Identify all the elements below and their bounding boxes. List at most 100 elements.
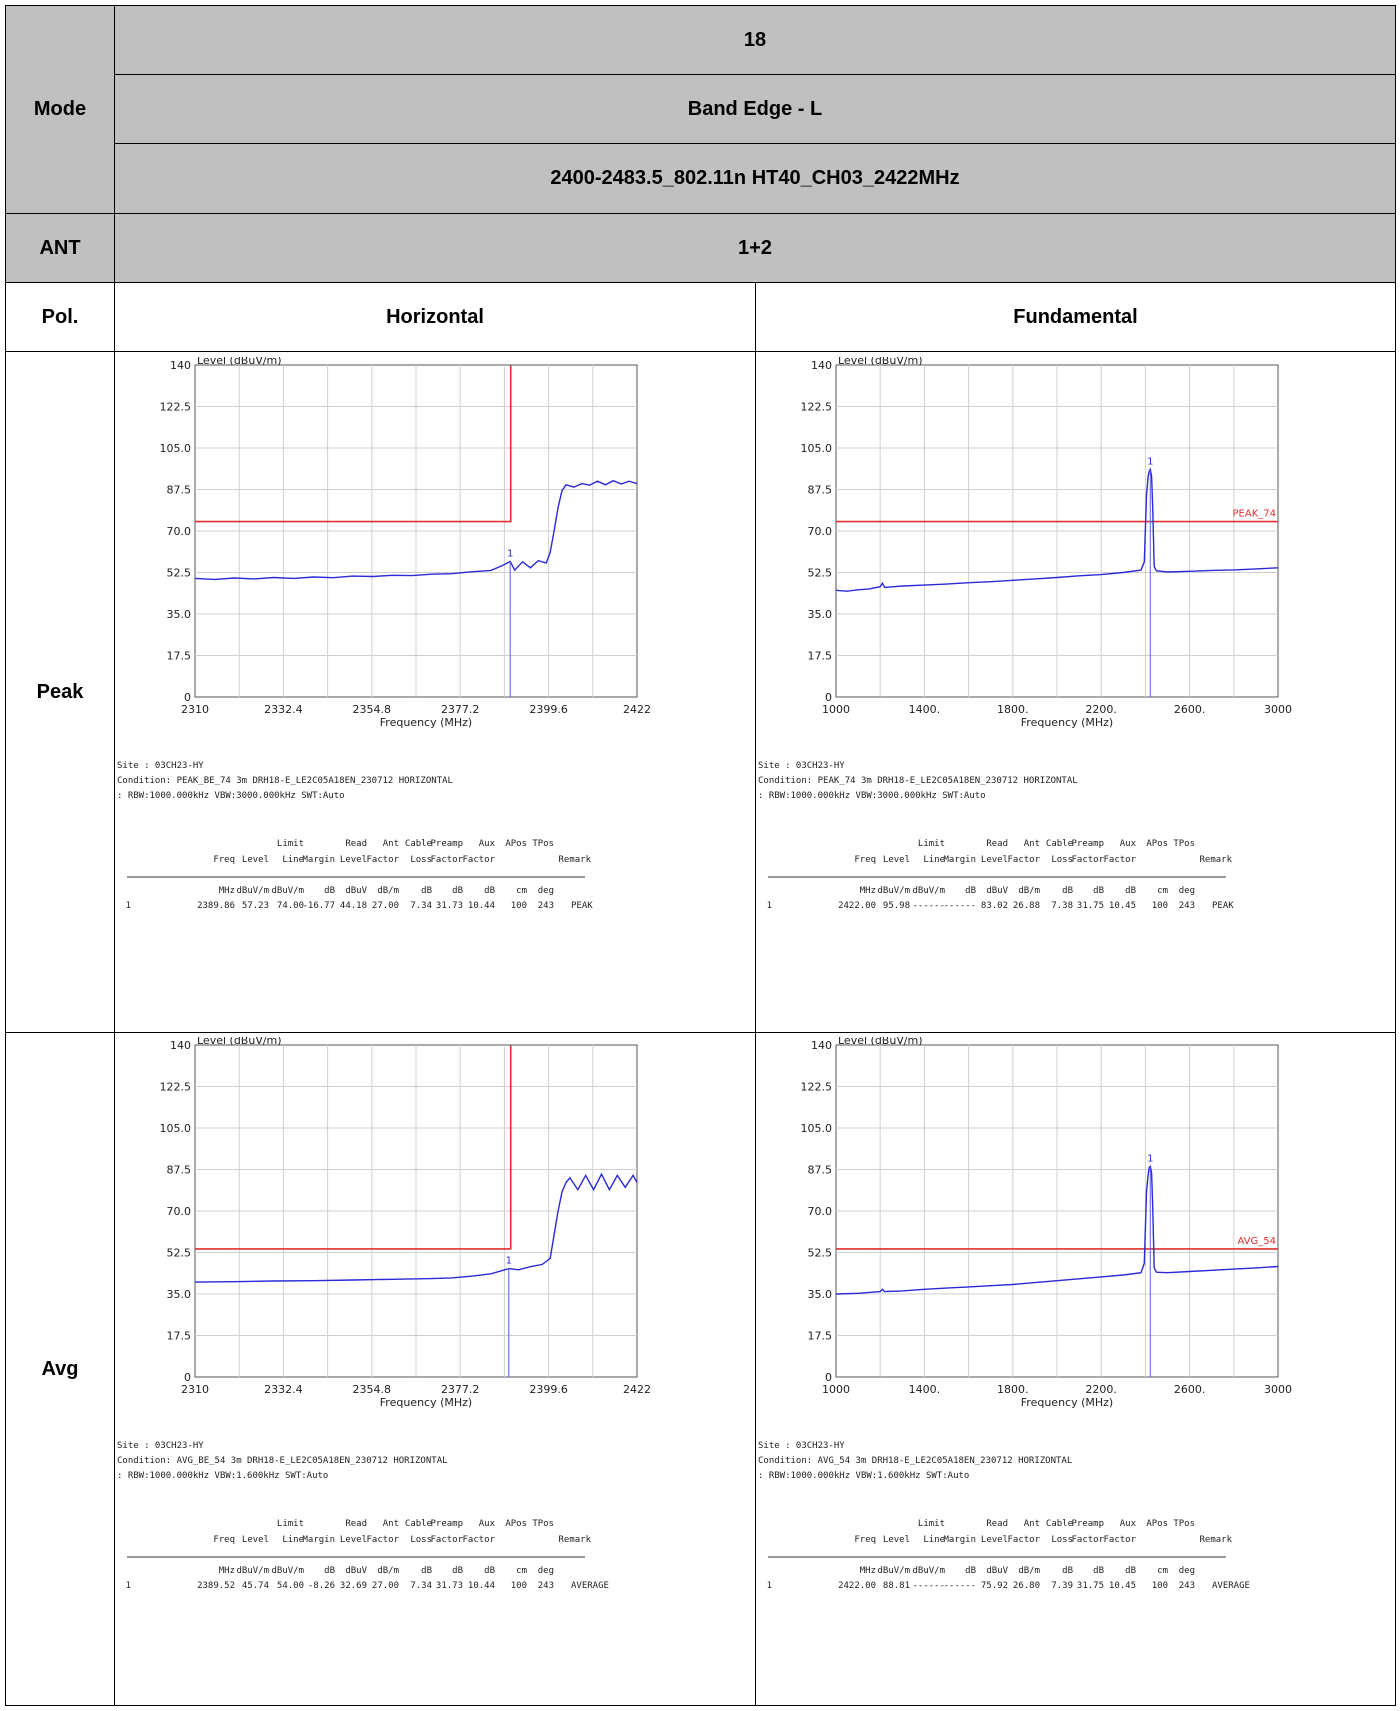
table-unit: dB (452, 886, 463, 896)
y-tick-label: 105.0 (801, 442, 833, 455)
x-tick-label: 2600. (1174, 703, 1206, 716)
table-header-2: Remark (1199, 855, 1232, 865)
x-tick-label: 2399.6 (529, 1383, 568, 1396)
site-text: Site : 03CH23-HY (758, 761, 845, 771)
table-header-1: TPos (1173, 839, 1195, 849)
table-cell: 7.39 (1051, 1581, 1073, 1591)
limit-label: AVG_54 (1237, 1236, 1276, 1247)
x-tick-label: 2200. (1085, 703, 1117, 716)
y-tick-label: 17.5 (167, 650, 192, 663)
table-header-1: TPos (1173, 1519, 1195, 1529)
y-axis-label: Level (dBuV/m) (838, 1037, 923, 1047)
x-tick-label: 1000 (822, 703, 850, 716)
table-cell: 26.80 (1013, 1581, 1040, 1591)
table-cell: 44.18 (340, 901, 367, 911)
ant-label: ANT (39, 236, 81, 259)
table-unit: MHz (860, 1566, 876, 1576)
table-header-2: Remark (558, 1535, 591, 1545)
table-header-1: Ant (383, 1519, 399, 1529)
table-unit: dBuV/m (877, 886, 910, 896)
table-unit: deg (1179, 1566, 1195, 1576)
table-cell: 31.75 (1077, 901, 1104, 911)
table-unit: dBuV/m (271, 886, 304, 896)
table-unit: dB (965, 886, 976, 896)
y-tick-label: 0 (184, 1371, 191, 1384)
peak-horizontal-panel: 0 17.5 35.0 52.5 70.0 87.5 105.0 122.5 140 2310 23… (117, 357, 751, 1027)
table-unit: dB (452, 1566, 463, 1576)
chart-svg: 0 17.5 35.0 52.5 70.0 87.5 105.0 122.5 140 1000 14… (758, 1037, 1292, 1591)
table-header-2: Factor (1007, 1535, 1040, 1545)
y-tick-label: 70.0 (808, 525, 833, 538)
table-header-1: APos (505, 1519, 527, 1529)
x-tick-label: 3000 (1264, 703, 1292, 716)
table-cell: 1 (126, 1581, 131, 1591)
condition-text: Condition: AVG_54 3m DRH18-E_LE2C05A18EN… (758, 1456, 1072, 1466)
table-header-1: Limit (277, 1519, 304, 1529)
table-header-1: Aux (1120, 1519, 1137, 1529)
table-header-2: Margin (302, 1535, 335, 1545)
y-axis-label: Level (dBuV/m) (838, 357, 923, 367)
table-cell: 100 (1152, 1581, 1168, 1591)
table-header-1: Limit (918, 839, 945, 849)
table-header-2: Factor (462, 855, 495, 865)
table-cell: ------ (912, 1581, 945, 1591)
table-cell: AVERAGE (1212, 1581, 1250, 1591)
avg-label-cell: Avg (5, 1032, 115, 1706)
table-cell: 31.73 (436, 1581, 463, 1591)
table-header-1: TPos (532, 839, 554, 849)
table-unit: dBuV/m (236, 886, 269, 896)
y-tick-label: 105.0 (160, 1122, 192, 1135)
table-header-2: Margin (943, 855, 976, 865)
table-unit: deg (538, 1566, 554, 1576)
table-header-2: Line (923, 1535, 945, 1545)
x-axis-label: Frequency (MHz) (380, 1396, 472, 1409)
avg-horizontal-panel: 0 17.5 35.0 52.5 70.0 87.5 105.0 122.5 140 2310 23… (117, 1037, 751, 1707)
condition-text: Condition: PEAK_74 3m DRH18-E_LE2C05A18E… (758, 776, 1078, 786)
table-cell: ------ (912, 901, 945, 911)
y-axis-label: Level (dBuV/m) (197, 1037, 282, 1047)
table-cell: 10.45 (1109, 1581, 1136, 1591)
x-tick-label: 2600. (1174, 1383, 1206, 1396)
x-tick-label: 1800. (997, 1383, 1029, 1396)
table-header-1: Preamp (430, 839, 463, 849)
mode-value: 18 (743, 28, 767, 51)
y-tick-label: 0 (825, 1371, 832, 1384)
table-header-1: Preamp (1071, 1519, 1104, 1529)
table-cell: -8.26 (308, 1581, 335, 1591)
pol-label-cell: Pol. (5, 282, 115, 352)
x-tick-label: 1400. (909, 703, 941, 716)
table-header-1: Ant (383, 839, 399, 849)
table-header-2: Remark (558, 855, 591, 865)
table-header-2: Loss (1051, 1535, 1073, 1545)
table-unit: dB/m (377, 886, 399, 896)
table-unit: cm (516, 1566, 527, 1576)
y-tick-label: 87.5 (808, 484, 833, 497)
table-header-1: Read (345, 839, 367, 849)
y-tick-label: 35.0 (808, 608, 833, 621)
ant-value-cell: 1+2 (114, 213, 1396, 283)
marker-label: 1 (1147, 1153, 1153, 1164)
table-header-1: APos (505, 839, 527, 849)
table-cell: 74.00 (277, 901, 304, 911)
table-cell: 100 (511, 901, 527, 911)
condition-text: Condition: AVG_BE_54 3m DRH18-E_LE2C05A1… (117, 1456, 448, 1466)
chart-svg: 0 17.5 35.0 52.5 70.0 87.5 105.0 122.5 140 1000 14… (758, 357, 1292, 911)
table-cell: 57.23 (242, 901, 269, 911)
chart-svg: 0 17.5 35.0 52.5 70.0 87.5 105.0 122.5 140 2310 23… (117, 1037, 651, 1591)
table-unit: dB (421, 886, 432, 896)
table-unit: MHz (860, 886, 876, 896)
table-cell: 2389.52 (197, 1581, 235, 1591)
y-tick-label: 140 (170, 359, 191, 372)
table-unit: dB (484, 886, 495, 896)
table-cell: 100 (1152, 901, 1168, 911)
table-header-2: Level (981, 855, 1008, 865)
y-tick-label: 122.5 (801, 401, 833, 414)
table-header-1: APos (1146, 839, 1168, 849)
x-tick-label: 2332.4 (264, 1383, 303, 1396)
table-header-2: Freq (213, 855, 235, 865)
y-tick-label: 140 (170, 1039, 191, 1052)
y-tick-label: 70.0 (167, 525, 192, 538)
table-header-1: Read (986, 839, 1008, 849)
table-unit: dB/m (1018, 1566, 1040, 1576)
table-header-1: TPos (532, 1519, 554, 1529)
